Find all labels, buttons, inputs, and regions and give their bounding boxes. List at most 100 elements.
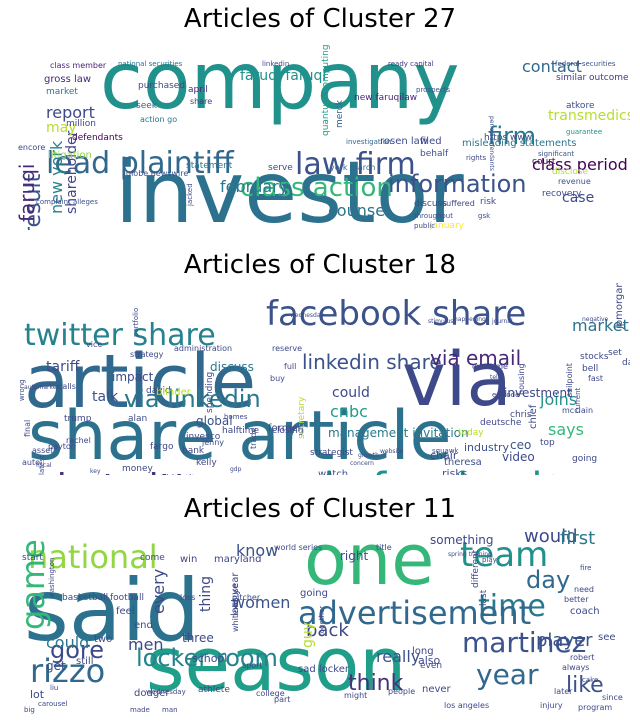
word-investment: investment — [504, 386, 572, 400]
word-key: key — [90, 468, 101, 475]
word-linkedin-share: linkedin share — [302, 350, 442, 374]
word-firm: firm — [488, 122, 536, 150]
word-white-house: white house — [231, 583, 240, 632]
word-three: three — [182, 631, 214, 645]
word-discuss: discuss — [210, 360, 254, 374]
word-impact: impact — [112, 370, 154, 384]
word-going: going — [300, 588, 328, 599]
word-stimulus: stimulus — [428, 318, 453, 325]
word-dodger: dodger — [134, 688, 170, 699]
word-vice: vice — [86, 340, 102, 349]
word-alan: alan — [128, 414, 147, 424]
cluster-18-title: Articles of Cluster 18 — [183, 250, 457, 280]
word-come: come — [140, 553, 165, 563]
word-sport: sport — [242, 661, 263, 670]
word-big: big — [24, 706, 35, 714]
word-via-email: via email — [430, 346, 521, 370]
word-court: court — [532, 157, 556, 167]
word-rizzo: rizzo — [30, 652, 105, 690]
word-growth: growth — [358, 452, 379, 459]
word-ceo: ceo — [510, 438, 531, 452]
cluster-27-title: Articles of Cluster 27 — [183, 4, 457, 34]
word-transmedics: transmedics — [548, 108, 630, 124]
word-really: really — [376, 647, 420, 666]
word-asset: asset — [32, 446, 53, 455]
word-joins: joins — [539, 390, 577, 409]
word-season: season — [146, 622, 406, 708]
word-purchased: purchased — [138, 81, 185, 91]
word-identity: identity — [166, 474, 201, 475]
word-article: article — [24, 339, 256, 425]
word-misleading-statements: misleading statements — [462, 138, 576, 149]
word-seek: seek — [136, 101, 158, 111]
word-negative: negative — [582, 316, 609, 323]
word-happening: happening — [454, 316, 486, 323]
word-national: national — [28, 538, 158, 576]
word-action-go: action go — [140, 115, 177, 124]
word-kelly: kelly — [196, 458, 217, 468]
word-people: people — [388, 687, 415, 696]
word-feel: feel — [116, 606, 135, 617]
word-los-angeles: los angeles — [444, 701, 489, 710]
word-strategy: strategy — [130, 350, 164, 359]
word-wednesday: wednesday — [146, 688, 186, 696]
word-company: company — [100, 38, 460, 127]
word-via: via — [402, 337, 512, 423]
word-latest: latest — [38, 455, 46, 475]
word-last-year: last year — [230, 572, 241, 616]
word-reserve: reserve — [272, 344, 302, 353]
word-share-article: share article — [28, 397, 451, 475]
word-bank: bank — [182, 446, 205, 456]
word-pitcher: pitcher — [232, 593, 261, 602]
word-disclose: disclose — [552, 167, 589, 177]
word-tells: tells — [490, 374, 503, 381]
word-via-linkedin: via linkedin — [124, 385, 261, 413]
word-could: could — [332, 385, 370, 401]
word-faruqi: faruqi — [15, 164, 39, 222]
word-video: video — [502, 450, 535, 464]
word-former: former — [268, 423, 302, 434]
word-encore: encore — [18, 143, 45, 152]
word-right: right — [340, 549, 368, 563]
word-new-faruqilaw: new faruqilaw — [354, 93, 417, 103]
word-concern: concern — [350, 460, 374, 467]
word-end: end — [134, 620, 153, 631]
word-global: global — [196, 414, 233, 428]
word-york-march: york march — [330, 163, 375, 172]
word-defendants: defendants — [72, 133, 123, 143]
word-watch: watch — [318, 469, 348, 475]
word-administration: administration — [174, 344, 232, 353]
word-gross-law: gross law — [44, 74, 91, 85]
word-invesco: invesco — [186, 432, 221, 442]
word-april: april — [188, 85, 208, 95]
word-recovery: recovery — [542, 189, 582, 199]
word-thing: thing — [198, 576, 214, 612]
word-chief: chief — [528, 404, 539, 429]
word-may: may — [46, 120, 77, 136]
word-better: better — [564, 595, 589, 604]
word-january: january — [429, 221, 465, 230]
word-cnbc: cnbc — [330, 402, 368, 421]
word-injury: injury — [540, 701, 563, 710]
word-man: man — [162, 706, 178, 714]
word-facebook-share: facebook share — [266, 294, 526, 334]
word-statement: statement — [186, 161, 233, 171]
word-fiscal: fiscal — [36, 462, 52, 469]
word-chris: chris — [510, 410, 532, 420]
word-gsk: gsk — [478, 212, 491, 220]
word-later: later — [554, 687, 573, 696]
word-prospects: prospects — [416, 86, 450, 94]
word-guy: guy — [300, 622, 316, 648]
word-litigation: litigation — [48, 150, 92, 161]
word-still: still — [76, 656, 93, 667]
word-overtime: overtime — [472, 362, 508, 371]
word-suffered: suffered — [442, 199, 475, 208]
word-period-defendants: period defendants — [488, 116, 495, 171]
cluster-11-wordcloud-svg: said one season national teamdaytimeadvertis… — [14, 527, 623, 714]
word-could: could — [46, 633, 89, 652]
word-never: never — [422, 684, 452, 695]
word-complaint-alleges: complaint alleges — [36, 198, 98, 206]
word-website: website — [380, 448, 404, 455]
word-risks: risks — [442, 467, 468, 475]
